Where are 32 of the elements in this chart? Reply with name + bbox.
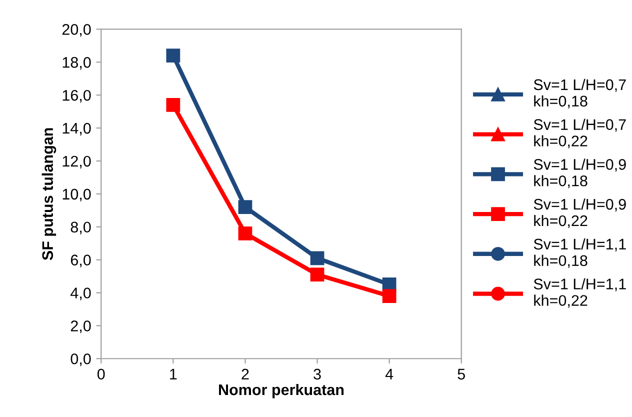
x-tick-label: 3 <box>314 368 321 380</box>
point <box>382 289 396 303</box>
legend-label: Sv=1 L/H=1,1 kh=0,18 <box>534 238 626 268</box>
y-tick-label: 6,0 <box>70 254 91 268</box>
point <box>238 200 252 214</box>
y-tick-label: 12,0 <box>62 156 91 168</box>
point <box>310 251 324 266</box>
point <box>166 48 180 62</box>
y-tick-label: 4,0 <box>70 288 91 300</box>
y-tick-label: 14,0 <box>62 122 91 136</box>
point <box>166 98 180 112</box>
x-tick-label: 2 <box>242 368 249 380</box>
y-tick-label: 18,0 <box>62 57 91 70</box>
x-axis-title: Nomor perkuatan <box>219 384 344 398</box>
legend-label: Sv=1 L/H=1,1 kh=0,22 <box>534 278 626 308</box>
x-tick-label: 1 <box>170 368 177 380</box>
x-tick-label: 4 <box>385 368 394 380</box>
y-tick-label: 16,0 <box>62 90 91 103</box>
y-tick-label: 20,0 <box>62 24 91 37</box>
y-tick-label: 2,0 <box>70 320 91 334</box>
legend-label: Sv=1 L/H=0,7 kh=0,18 <box>534 78 626 108</box>
legend-label: Sv=1 L/H=0,9 kh=0,18 <box>534 158 626 188</box>
point <box>310 268 324 282</box>
point <box>238 226 252 240</box>
y-tick-label: 8,0 <box>70 222 91 234</box>
x-tick-label: 0 <box>97 368 105 380</box>
y-axis-title: SF putus tulangan <box>42 128 56 260</box>
y-tick-label: 0,0 <box>70 353 91 366</box>
x-tick-label: 5 <box>458 368 465 380</box>
legend-label: Sv=1 L/H=0,9 kh=0,22 <box>534 198 626 228</box>
legend-label: Sv=1 L/H=0,7 kh=0,22 <box>534 118 626 148</box>
y-tick-label: 10,0 <box>62 188 91 202</box>
